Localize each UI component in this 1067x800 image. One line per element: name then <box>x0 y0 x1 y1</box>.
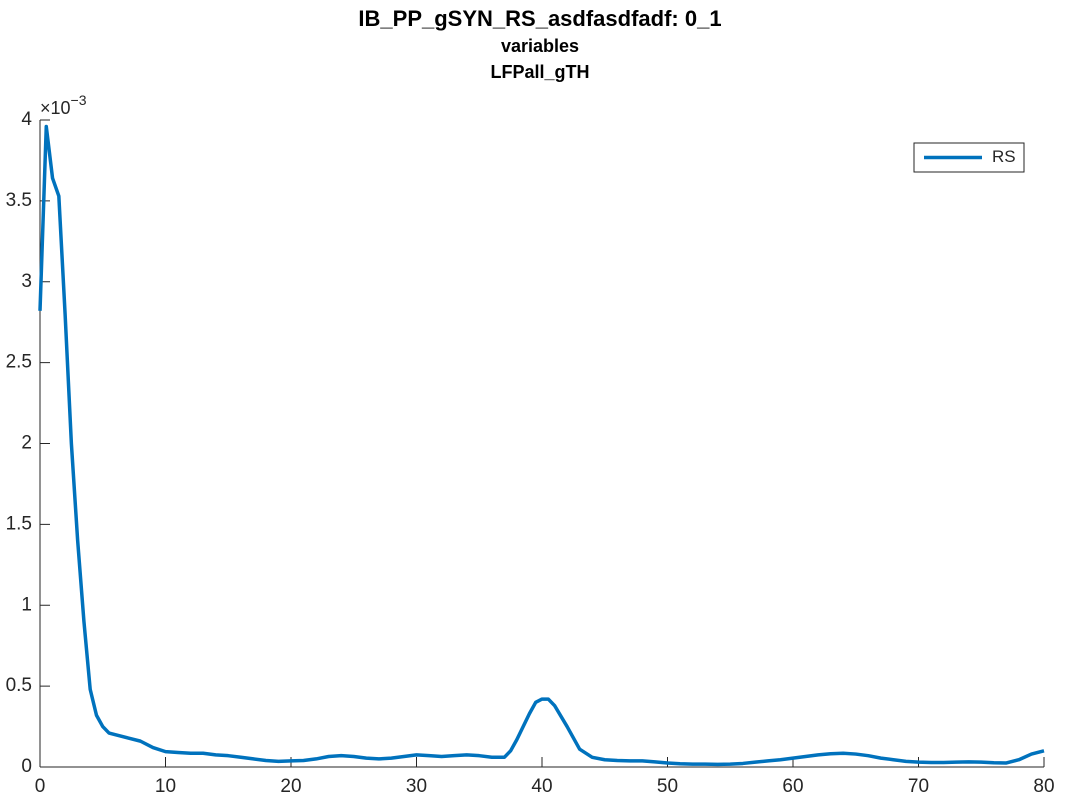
y-tick-label: 1 <box>21 594 32 615</box>
y-exponent-power: −3 <box>71 92 87 108</box>
x-tick-label: 30 <box>406 776 427 797</box>
y-tick-label: 3 <box>21 271 32 292</box>
chart-subtitle: variables <box>501 36 579 56</box>
x-tick-label: 0 <box>35 776 46 797</box>
x-tick-label: 80 <box>1033 776 1054 797</box>
y-tick-label: 1.5 <box>6 513 32 534</box>
chart-subtitle: LFPall_gTH <box>490 62 589 82</box>
x-tick-label: 40 <box>531 776 552 797</box>
y-tick-label: 4 <box>21 109 32 130</box>
y-tick-label: 2 <box>21 433 32 454</box>
legend-label: RS <box>992 147 1016 166</box>
data-line <box>38 124 1045 767</box>
y-exponent-base: ×10 <box>40 98 71 118</box>
x-tick-label: 70 <box>908 776 929 797</box>
x-tick-label: 10 <box>155 776 176 797</box>
y-tick-label: 0 <box>21 756 32 777</box>
x-tick-label: 60 <box>782 776 803 797</box>
x-tick-label: 50 <box>657 776 678 797</box>
y-tick-label: 2.5 <box>6 352 32 373</box>
y-tick-label: 0.5 <box>6 675 32 696</box>
x-tick-label: 20 <box>280 776 301 797</box>
chart-title: IB_PP_gSYN_RS_asdfasdfadf: 0_1 <box>358 6 721 31</box>
y-exponent: ×10−3 <box>40 92 87 118</box>
y-tick-label: 3.5 <box>6 190 32 211</box>
